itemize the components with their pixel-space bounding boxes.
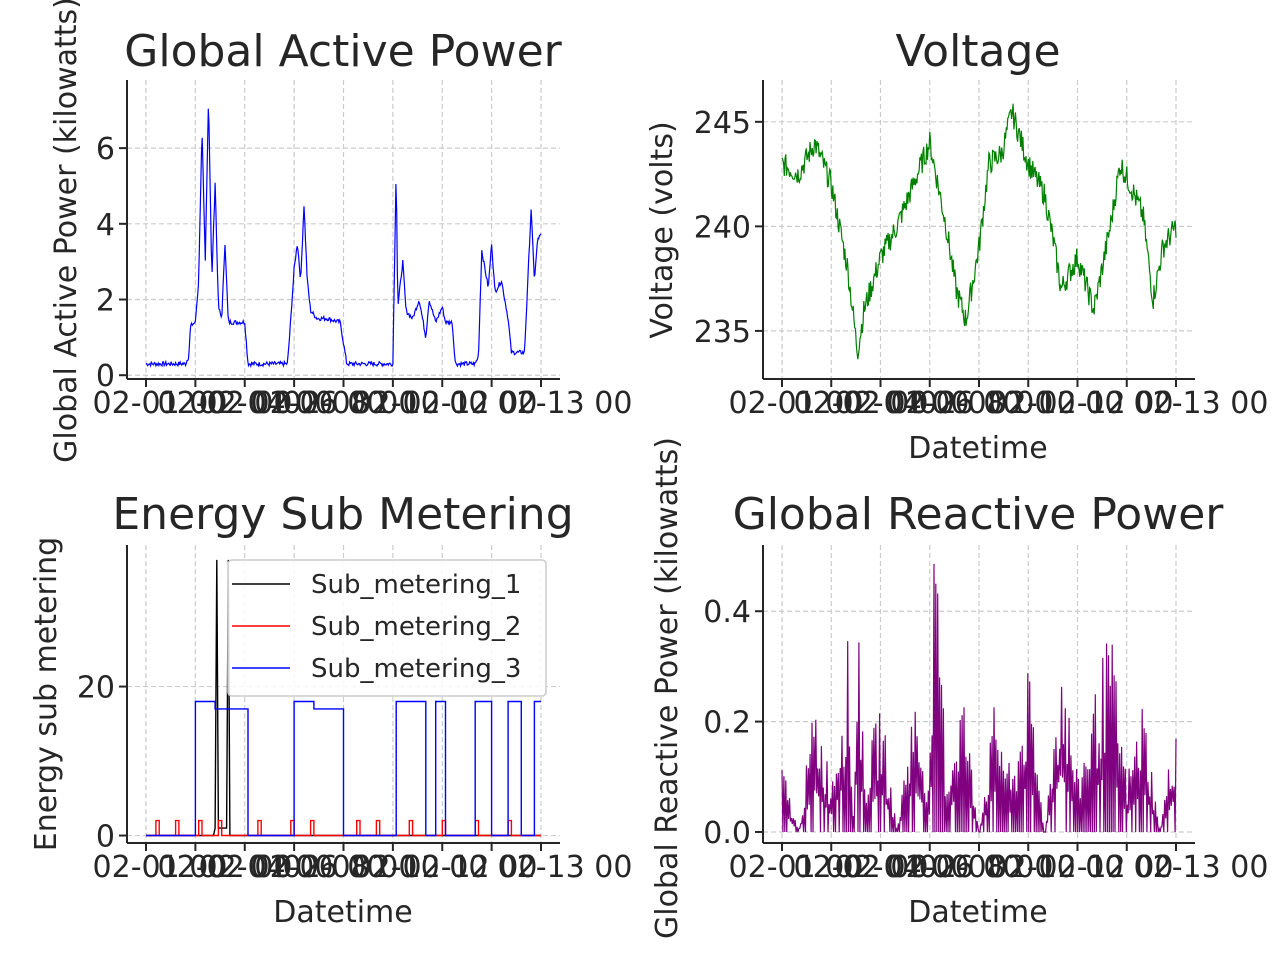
x-tick-label: 02-02 00: [794, 850, 929, 885]
x-tick-label: 02-12 00: [1039, 386, 1174, 421]
x-tick-label: 02-02 00: [158, 386, 293, 421]
series-line: [146, 700, 541, 837]
x-axis-label: Datetime: [908, 895, 1047, 930]
x-tick-label: 02-12 00: [403, 850, 538, 885]
x-tick-label: 02-08 00: [283, 386, 418, 421]
y-tick-label: 245: [694, 106, 751, 141]
chart-title: Global Reactive Power: [733, 489, 1225, 540]
x-tick-label: 02-13 00: [498, 850, 633, 885]
x-tick-label: 02-10 00: [353, 850, 488, 885]
plot-lines: [146, 559, 541, 837]
y-axis-label: Energy sub metering: [29, 537, 64, 851]
x-tick-label: 02-08 00: [919, 386, 1054, 421]
y-tick-label: 2: [96, 284, 115, 319]
x-tick-label: 02-06 00: [887, 850, 1022, 885]
series-line: [781, 563, 1177, 833]
plot-lines: [781, 103, 1177, 360]
legend-box: [227, 559, 547, 697]
y-axis-label: Global Active Power (kilowatts): [49, 0, 84, 463]
y-tick-label: 0.0: [703, 816, 751, 851]
panel-global-active-power: Global Active Power Global Active Power …: [49, 0, 632, 463]
y-tick-label: 0.2: [703, 706, 751, 741]
y-tick-label: 4: [96, 208, 115, 243]
legend-label: Sub_metering_2: [311, 612, 521, 642]
chart-title: Global Active Power: [124, 26, 562, 77]
series-line: [781, 103, 1177, 360]
x-tick-label: 02-13 00: [1134, 386, 1269, 421]
x-tick-label: 02-01 00: [729, 386, 864, 421]
y-tick-label: 0: [96, 359, 115, 394]
x-tick-label: 02-01 00: [93, 850, 228, 885]
y-axis-label: Global Reactive Power (kilowatts): [650, 437, 685, 939]
panel-energy-sub-metering: Energy Sub Metering Datetime Energy sub …: [29, 489, 632, 930]
y-axis-label: Voltage (volts): [645, 121, 680, 338]
x-tick-label: 02-13 00: [1134, 850, 1269, 885]
x-axis-label: Datetime: [273, 895, 412, 930]
panel-global-reactive-power: Global Reactive Power Datetime Global Re…: [650, 437, 1268, 939]
x-tick-label: 02-01 00: [93, 386, 228, 421]
y-tick-label: 6: [96, 132, 115, 167]
x-tick-label: 02-06 00: [251, 386, 386, 421]
x-tick-label: 02-10 00: [989, 386, 1124, 421]
chart-title: Voltage: [895, 26, 1060, 77]
x-tick-label: 02-04 00: [835, 386, 970, 421]
x-tick-label: 02-01 00: [729, 850, 864, 885]
x-tick-label: 02-08 00: [919, 850, 1054, 885]
legend-label: Sub_metering_1: [311, 570, 521, 600]
x-tick-label: 02-02 00: [794, 386, 929, 421]
x-tick-label: 02-10 00: [353, 386, 488, 421]
grid: [763, 80, 1195, 379]
x-tick-label: 02-06 00: [887, 386, 1022, 421]
chart-title: Energy Sub Metering: [112, 489, 573, 540]
series-line: [145, 108, 542, 369]
y-tick-label: 235: [694, 315, 751, 350]
x-axis-label: Datetime: [908, 431, 1047, 466]
y-tick-label: 0: [96, 820, 115, 855]
plot-lines: [781, 563, 1177, 833]
legend: Sub_metering_1 Sub_metering_2 Sub_metering…: [227, 559, 547, 697]
x-tick-label: 02-13 00: [498, 386, 633, 421]
x-tick-label: 02-08 00: [283, 850, 418, 885]
x-tick-label: 02-04 00: [835, 850, 970, 885]
y-tick-label: 20: [77, 671, 115, 706]
panel-voltage: Voltage Datetime Voltage (volts) 02-01 0…: [645, 26, 1268, 466]
y-tick-label: 240: [694, 210, 751, 245]
plot-lines: [145, 108, 542, 369]
x-tick-label: 02-10 00: [989, 850, 1124, 885]
x-tick-label: 02-06 00: [251, 850, 386, 885]
x-tick-label: 02-04 00: [199, 386, 334, 421]
x-tick-label: 02-12 00: [1039, 850, 1174, 885]
legend-label: Sub_metering_3: [311, 654, 521, 684]
x-tick-label: 02-12 00: [403, 386, 538, 421]
x-tick-label: 02-04 00: [199, 850, 334, 885]
x-tick-label: 02-02 00: [158, 850, 293, 885]
y-tick-label: 0.4: [703, 595, 751, 630]
